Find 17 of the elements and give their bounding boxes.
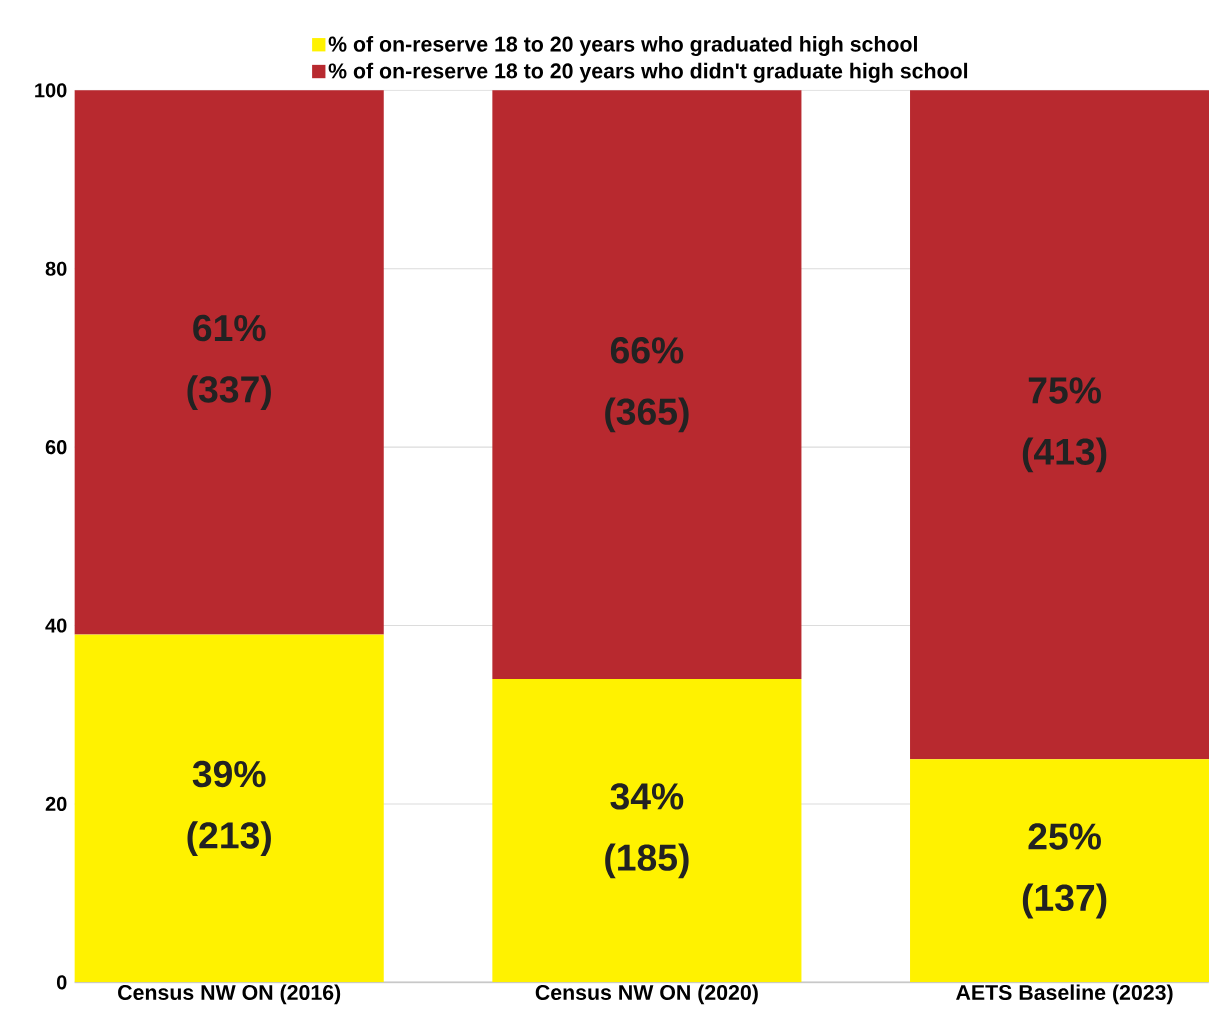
data-label: 75% (413) <box>1022 377 1107 473</box>
legend-label: % of on-reserve 18 to 20 years who graduated high school <box>328 36 917 56</box>
data-label: 25% (137) <box>1022 823 1107 919</box>
legend-label: % of on-reserve 18 to 20 years who didn't graduate high school <box>328 62 968 83</box>
y-tick-label: 40 <box>45 618 67 633</box>
x-tick-label: Census NW ON (2016) <box>118 984 341 1005</box>
y-tick-label: 80 <box>45 261 67 276</box>
y-tick-label: 0 <box>56 975 67 990</box>
y-tick-label: 60 <box>45 440 67 455</box>
data-label: 34% (185) <box>605 783 689 879</box>
y-tick-label: 100 <box>35 83 67 98</box>
data-label: 66% (365) <box>605 337 689 433</box>
data-label: 39% (213) <box>187 760 271 856</box>
data-label: 61% (337) <box>187 314 271 410</box>
x-tick-label: AETS Baseline (2023) <box>956 984 1173 1005</box>
x-tick-label: Census NW ON (2020) <box>535 984 758 1005</box>
y-tick-label: 20 <box>45 796 67 811</box>
